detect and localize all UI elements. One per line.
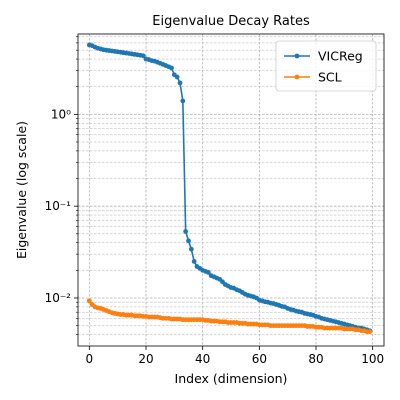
scl-point xyxy=(86,298,92,304)
grid xyxy=(78,34,384,346)
series-scl xyxy=(86,298,373,335)
x-tick-label: 80 xyxy=(308,352,323,366)
vicreg-point xyxy=(191,259,197,264)
x-tick-label: 20 xyxy=(138,352,153,366)
x-tick-label: 0 xyxy=(86,352,94,366)
vicreg-point xyxy=(188,246,194,252)
vicreg-point xyxy=(177,80,183,86)
series-vicreg xyxy=(86,42,373,334)
legend-box xyxy=(275,40,377,92)
legend-label-scl: SCL xyxy=(318,70,342,85)
y-axis-label: Eigenvalue (log scale) xyxy=(14,121,29,259)
vicreg-point xyxy=(205,269,211,275)
y-tick-label: 10⁻¹ xyxy=(45,199,72,213)
vicreg-point xyxy=(169,65,174,71)
y-tick-label: 10⁰ xyxy=(51,107,71,121)
x-tick-label: 100 xyxy=(361,352,384,366)
vicreg-point xyxy=(186,238,191,244)
legend: VICReg SCL xyxy=(275,40,377,92)
legend-label-vicreg: VICReg xyxy=(318,49,363,64)
vicreg-point xyxy=(180,98,186,104)
y-tick-label: 10⁻² xyxy=(45,291,72,305)
scl-point xyxy=(367,329,373,335)
x-tick-label: 40 xyxy=(195,352,210,366)
chart-title: Eigenvalue Decay Rates xyxy=(152,14,310,29)
vicreg-point xyxy=(174,74,180,80)
legend-marker-scl xyxy=(294,74,300,80)
series-layer xyxy=(86,42,373,335)
plot-frame xyxy=(77,33,385,347)
vicreg-point xyxy=(183,229,189,234)
x-axis-label: Index (dimension) xyxy=(175,371,288,386)
vicreg-point xyxy=(140,53,146,59)
x-tick-label: 60 xyxy=(252,352,267,366)
legend-marker-vicreg xyxy=(294,53,300,59)
axis-ticks: 0 20 40 60 80 100 10⁻² 10⁻¹ 10⁰ xyxy=(45,36,384,366)
